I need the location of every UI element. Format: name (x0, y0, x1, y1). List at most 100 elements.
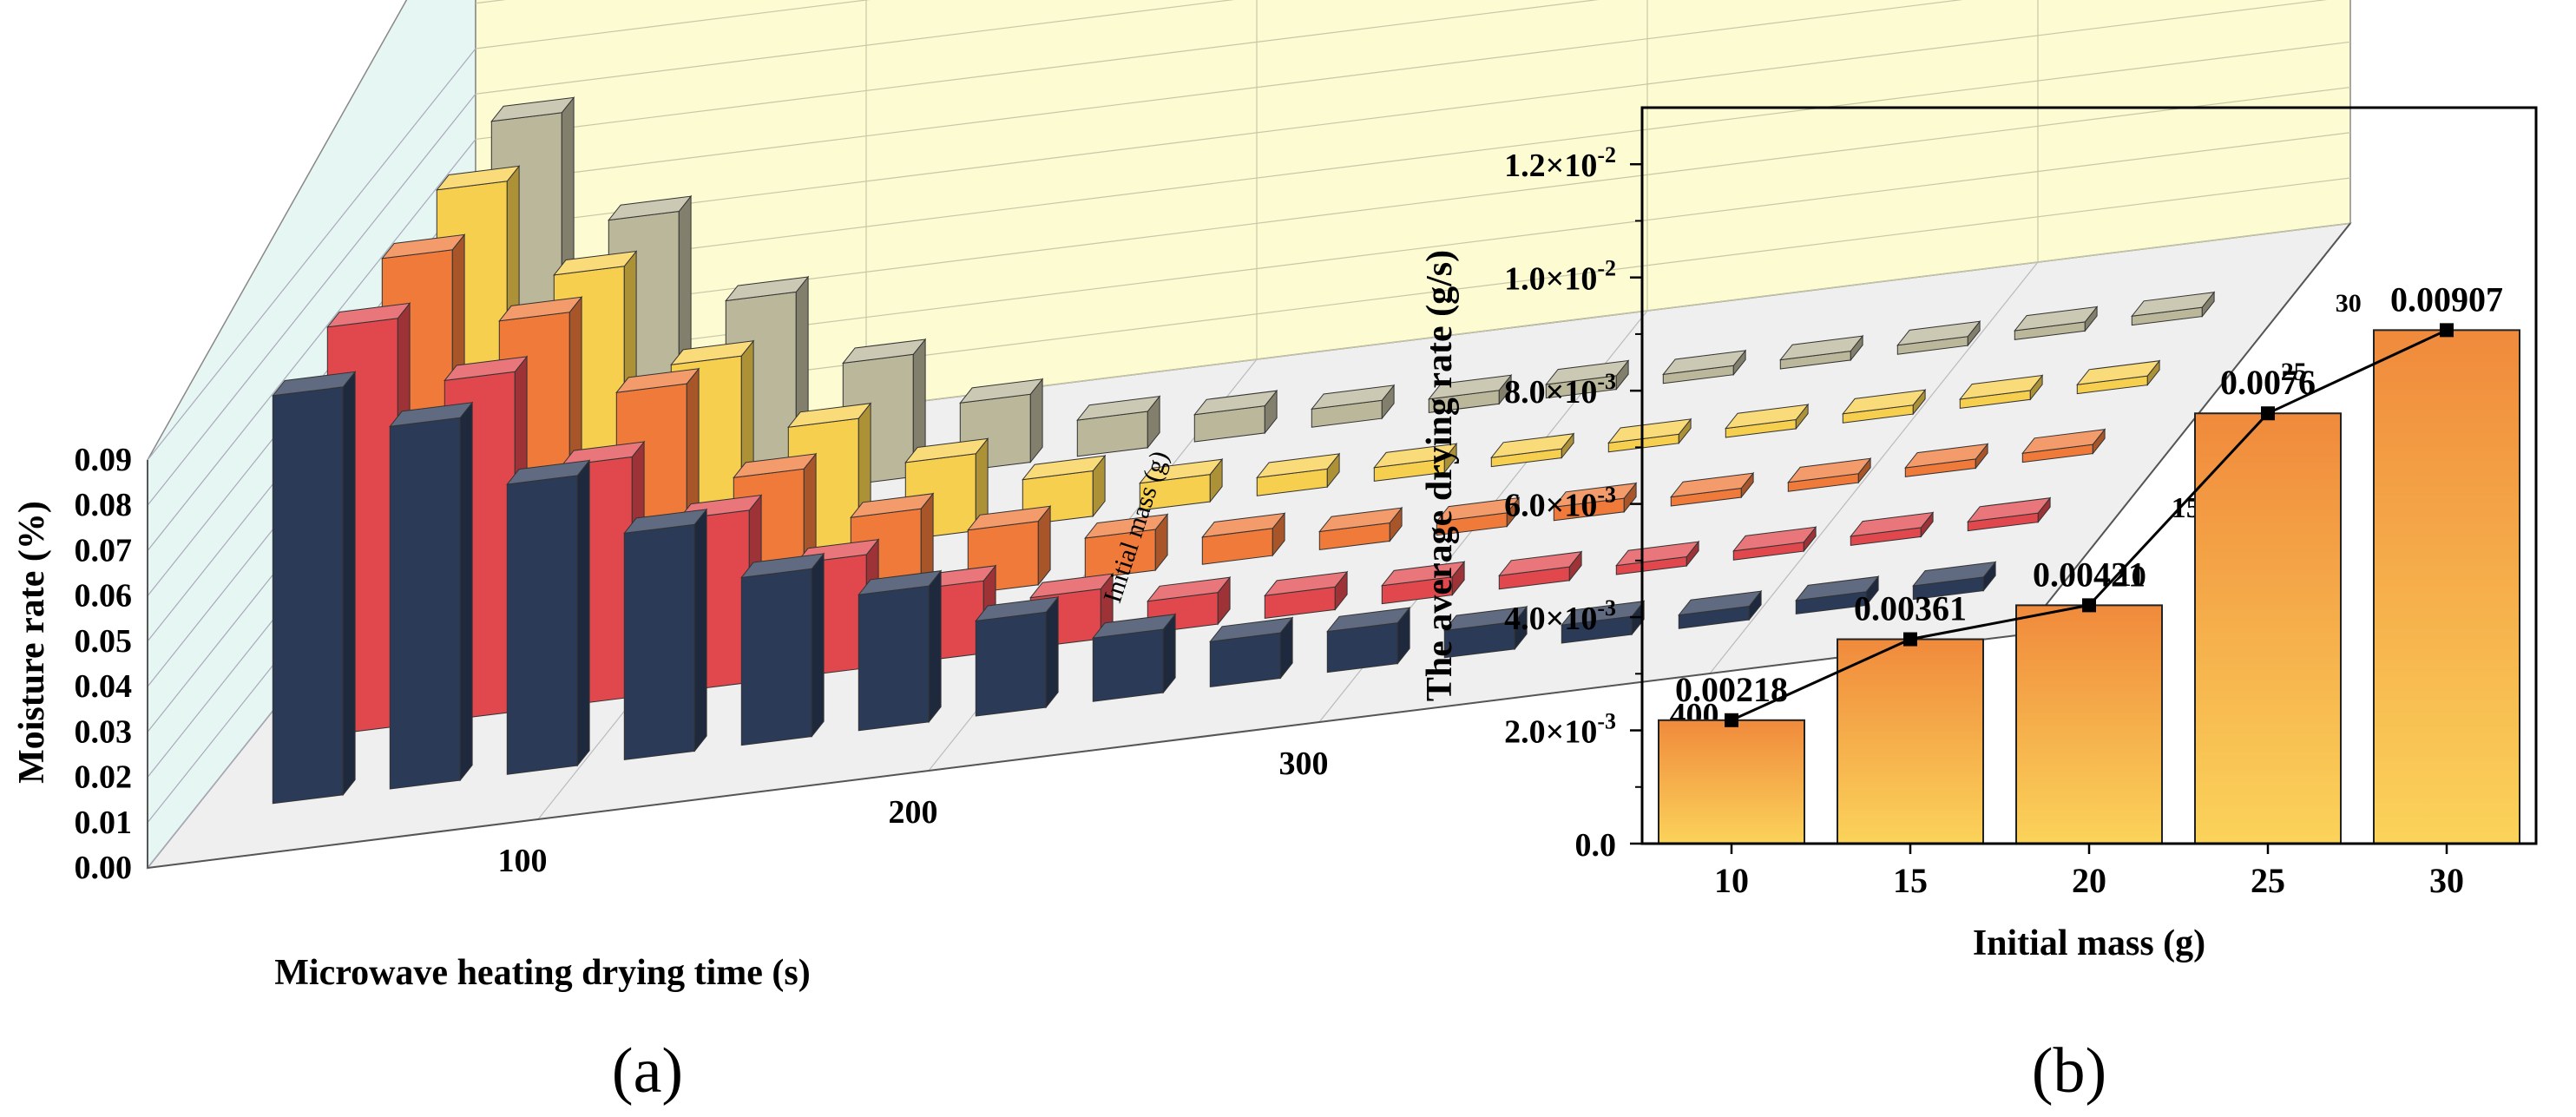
line-point (1725, 713, 1738, 727)
data-label: 0.00421 (2033, 555, 2146, 594)
bar-3d-mass-10 (740, 552, 825, 746)
bar-mass-15 (1837, 638, 1984, 844)
bar-3d-mass-25 (1842, 388, 1927, 424)
y-tick-label: 0.00 (75, 850, 133, 886)
depth-tick-label: 10 (2117, 561, 2146, 593)
y-tick-label: 0.04 (75, 668, 133, 705)
side-gridline (147, 139, 476, 551)
y-tick-label: 0.0 (1575, 827, 1617, 864)
x-tick-label: 25 (2251, 861, 2285, 900)
chart-a-x-axis-label: Microwave heating drying time (s) (274, 953, 810, 993)
line-point (2261, 406, 2275, 421)
bar-3d-mass-10 (389, 401, 474, 790)
bar-3d-mass-30 (1193, 389, 1278, 443)
y-tick-label: 0.08 (75, 487, 133, 523)
bar-3d-mass-15 (1732, 525, 1817, 561)
data-label: 0.00361 (1854, 589, 1967, 628)
chart-a-axes (147, 222, 2351, 869)
depth-tick-label: 25 (2281, 358, 2307, 386)
line-point (2082, 598, 2096, 613)
bar-3d-mass-15 (1850, 511, 1935, 546)
chart-b-plot-frame (1640, 106, 2538, 845)
bar-3d-mass-20 (1201, 511, 1286, 565)
bar-3d-mass-20 (1318, 506, 1403, 550)
bar-3d-mass-25 (1607, 417, 1692, 453)
chart-b-x-ticks: 10 15 20 25 30 (1714, 844, 2464, 900)
bar-3d-mass-10 (506, 459, 591, 775)
bar-3d-mass-25 (1959, 374, 2044, 409)
depth-tick-label: 30 (2336, 289, 2362, 318)
y-tick-label: 6.0×10-3 (1504, 483, 1616, 524)
bar-3d-mass-10 (1912, 561, 1997, 601)
chart-3d-moisture-rate: 0.00 0.01 0.02 0.03 0.04 0.05 0.06 0.07 0.08 0.09… (12, 0, 2362, 1107)
back-gridline (475, 0, 1600, 141)
bar-3d-mass-10 (1443, 605, 1528, 659)
bar-3d-mass-30 (2131, 291, 2216, 326)
chart-b-y-axis-label: The average drying rate (g/s) (1420, 250, 1460, 701)
panel-a-label: (a) (612, 1035, 683, 1107)
line-point (1903, 632, 1917, 647)
data-label: 0.0076 (2220, 363, 2316, 402)
bar-3d-mass-30 (1779, 334, 1864, 370)
bar-mass-20 (2015, 604, 2163, 845)
bar-3d-mass-10 (858, 569, 943, 732)
back-gridline (475, 0, 1963, 186)
bar-3d-mass-30 (1428, 373, 1513, 413)
bar-mass-25 (2194, 412, 2342, 844)
data-label: 0.00218 (1675, 670, 1788, 709)
bar-3d-mass-10 (1678, 589, 1763, 629)
chart-b-data-labels: 0.00218 0.00361 0.00421 0.0076 0.00907 (1675, 279, 2503, 708)
bar-3d-mass-10 (1326, 606, 1411, 673)
bar-3d-mass-25 (1139, 457, 1224, 511)
bar-3d-mass-10 (975, 595, 1060, 717)
bar-3d-mass-15 (1264, 570, 1349, 619)
bar-3d-mass-30 (2014, 306, 2099, 340)
x-tick-label: 15 (1893, 861, 1928, 900)
x-tick-label: 200 (889, 794, 938, 831)
x-tick-label: 20 (2072, 861, 2106, 900)
x-axis-line (147, 634, 2023, 869)
y-tick-label: 0.03 (75, 713, 133, 750)
bar-3d-mass-25 (1373, 442, 1458, 482)
back-gridline (475, 0, 871, 49)
x-tick-label: 10 (1714, 861, 1749, 900)
chart-a-bars (272, 95, 2216, 805)
bar-3d-mass-30 (1896, 319, 1981, 355)
bar-3d-mass-30 (1662, 349, 1747, 384)
bar-3d-mass-25 (1725, 403, 1810, 438)
bar-3d-mass-20 (1084, 513, 1169, 580)
bar-3d-mass-20 (1787, 457, 1872, 492)
y-tick-label: 2.0×10-3 (1504, 709, 1616, 751)
chart-a-y-ticks: 0.00 0.01 0.02 0.03 0.04 0.05 0.06 0.07 0.08 0.09 (75, 442, 133, 886)
bar-3d-mass-25 (2076, 359, 2161, 395)
bar-mass-10 (1658, 719, 1805, 845)
bar-3d-mass-30 (1076, 395, 1161, 457)
side-gridline (147, 48, 476, 461)
x-tick-label: 30 (2429, 861, 2464, 900)
bar-3d-mass-15 (1498, 550, 1583, 590)
y-tick-label: 0.01 (75, 805, 133, 841)
bar-3d-mass-10 (1092, 613, 1177, 702)
bar-3d-mass-20 (1670, 471, 1755, 507)
bar-3d-mass-15 (1967, 496, 2052, 532)
data-label: 0.00907 (2390, 279, 2503, 319)
bar-3d-mass-10 (623, 508, 708, 760)
bar-3d-mass-25 (1256, 452, 1341, 496)
bar-3d-mass-10 (272, 370, 357, 805)
bar-3d-mass-20 (1436, 496, 1521, 536)
y-tick-label: 0.05 (75, 623, 133, 660)
y-tick-label: 0.09 (75, 442, 133, 478)
chart-a-y-axis-label: Moisture rate (%) (12, 501, 52, 784)
bar-mass-30 (2373, 329, 2520, 844)
bar-3d-mass-20 (2021, 428, 2106, 463)
bar-3d-mass-20 (1904, 443, 1989, 477)
chart-b-x-axis-label: Initial mass (g) (1973, 923, 2205, 963)
floor-gridline (1709, 261, 2039, 674)
x-tick-label: 100 (498, 843, 548, 879)
bar-3d-mass-10 (1209, 616, 1294, 687)
bar-3d-mass-30 (1545, 359, 1630, 399)
bar-3d-mass-10 (1795, 575, 1880, 614)
chart-b-line (1725, 323, 2454, 727)
bar-3d-mass-30 (1311, 384, 1396, 428)
